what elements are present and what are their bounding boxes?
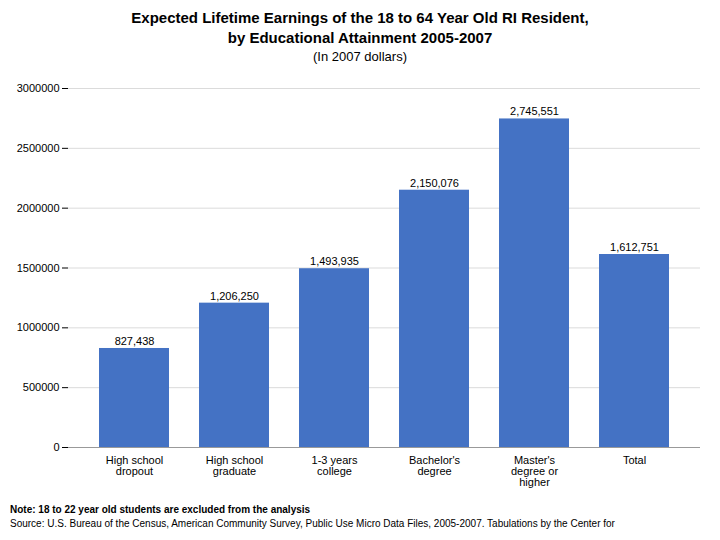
svg-text:1-3 yearscollege: 1-3 yearscollege	[312, 454, 358, 477]
svg-text:3000000: 3000000	[17, 82, 60, 94]
svg-text:High schoolgraduate: High schoolgraduate	[206, 454, 263, 477]
html-text:Note: 18 to 22 year old studen: Note: 18 to 22 year old students are exc…	[10, 504, 311, 515]
svg-text:0: 0	[53, 441, 59, 453]
svg-text:1,612,751: 1,612,751	[610, 241, 659, 253]
svg-text:2,745,551: 2,745,551	[510, 105, 559, 117]
svg-text:2,150,076: 2,150,076	[410, 177, 459, 189]
svg-text:Bachelor'sdegree: Bachelor'sdegree	[409, 454, 461, 477]
svg-text:827,438: 827,438	[115, 335, 155, 347]
svg-text:2000000: 2000000	[17, 202, 60, 214]
svg-text:Master'sdegree orhigher: Master'sdegree orhigher	[511, 454, 558, 488]
svg-text:1,206,250: 1,206,250	[210, 290, 259, 302]
svg-text:1,493,935: 1,493,935	[310, 255, 359, 267]
html-text:(In 2007 dollars): (In 2007 dollars)	[313, 49, 407, 64]
html-text:by Educational Attainment 2005: by Educational Attainment 2005-2007	[227, 28, 493, 46]
svg-text:1000000: 1000000	[17, 321, 60, 333]
svg-text:2500000: 2500000	[17, 142, 60, 154]
svg-text:Total: Total	[623, 454, 646, 466]
svg-text:500000: 500000	[23, 381, 60, 393]
svg-text:High schooldropout: High schooldropout	[106, 454, 163, 477]
html-text:Expected Lifetime Earnings of: Expected Lifetime Earnings of the 18 to …	[131, 9, 589, 26]
svg-text:1500000: 1500000	[17, 262, 60, 274]
html-text:Source: U.S. Bureau of the Cen: Source: U.S. Bureau of the Census, Ameri…	[10, 517, 615, 529]
